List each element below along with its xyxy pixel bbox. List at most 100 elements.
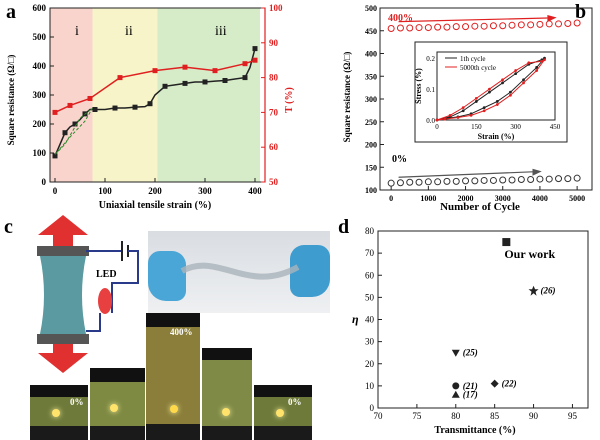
data-point-b (555, 20, 563, 28)
inset-y-tick-label: 0.0 (426, 117, 435, 125)
data-point-a (132, 104, 138, 110)
data-point-b (536, 20, 544, 28)
y-tick-label-b: 400 (365, 50, 377, 59)
inset-x-tick-label: 150 (471, 123, 482, 131)
y-tick-label-b: 200 (365, 141, 377, 150)
film-photo-2 (90, 368, 145, 440)
x-tick-label-d: 95 (568, 411, 578, 421)
data-point-a (67, 102, 73, 108)
y-tick-label-a: 0 (42, 177, 47, 187)
x-tick-label-b: 4000 (532, 194, 548, 203)
y-tick-label-d: 70 (365, 248, 375, 258)
x-tick-label-b: 5000 (569, 194, 585, 203)
y-tick-label-a: 400 (33, 61, 47, 71)
series-a (52, 46, 258, 159)
inset-point (540, 59, 544, 63)
inset-plot-frame (436, 51, 556, 121)
trend-arrow-gray-head (532, 168, 542, 176)
data-point-a (162, 83, 168, 89)
annotation-400: 400% (388, 13, 413, 24)
chart-b: b 0 1000 2000 3000 4000 500010015020025030035… (342, 1, 593, 213)
y2-tick-label-a: 70 (269, 107, 279, 117)
data-point-b (517, 21, 525, 29)
y-tick-label-d: 60 (365, 270, 375, 280)
data-point-b (536, 175, 544, 183)
data-point-b (452, 23, 460, 31)
data-point-a (92, 107, 98, 112)
panel-label-c: c (4, 216, 13, 238)
inset-point (543, 58, 546, 62)
data-point-b (499, 176, 507, 184)
y-tick-label-d: 20 (365, 359, 375, 369)
annotation-0: 0% (392, 154, 407, 165)
data-point-b (406, 24, 414, 32)
region-ii (92, 8, 158, 182)
x-tick-label-d: 75 (412, 411, 422, 421)
data-point-a (182, 64, 188, 70)
wire-bottom (86, 313, 101, 332)
marker-circle (452, 382, 460, 390)
trend-arrow-gray (398, 171, 533, 178)
data-point-a (72, 121, 78, 127)
panel-label-a: a (6, 1, 16, 23)
y2-tick-label-a: 50 (269, 177, 279, 187)
data-point-a (117, 75, 123, 81)
inset-point (509, 93, 512, 97)
axes-a: 0 100 200 300 400 0 100 200 300 400 500 600 50 60 70 80… (33, 3, 284, 196)
inset-point (501, 78, 504, 82)
data-point-a (222, 78, 228, 83)
x-tick-label-a: 400 (248, 186, 262, 196)
data-point-a (242, 75, 248, 81)
strain-regions (50, 8, 260, 182)
y-tick-label-b: 300 (365, 95, 377, 104)
marker-star (528, 285, 539, 296)
film-photo-1: 0% (30, 385, 88, 440)
trend-arrow-red (398, 17, 548, 23)
led-icon (98, 288, 112, 314)
inset-point (474, 96, 478, 100)
y-tick-label-a: 100 (33, 148, 47, 158)
data-point-b (424, 24, 432, 32)
inset-point (522, 81, 525, 85)
inset-point (495, 103, 499, 106)
inset-y-label: Stress (%) (414, 68, 423, 104)
chart-a: a 0 100 200 300 400 0 100 200 300 400 500 600 50 60 70… (6, 1, 295, 210)
strain-label-0-right: 0% (288, 397, 302, 407)
marker-triangle-up (451, 390, 460, 398)
y-tick-label-b: 100 (365, 186, 377, 195)
inset-point (535, 66, 539, 69)
data-point-b (434, 23, 442, 31)
data-point-b (564, 19, 572, 27)
y-tick-label-a: 200 (33, 119, 47, 129)
data-point-b (452, 177, 460, 185)
data-point-b (462, 177, 470, 185)
strain-label-400: 400% (170, 327, 193, 337)
inset-point (535, 69, 539, 72)
inset-y-tick-label: 0.1 (426, 86, 435, 94)
data-point-a (52, 109, 58, 115)
x-tick-label-b: 0 (389, 194, 393, 203)
marker-square (502, 238, 511, 247)
y-tick-label-b: 250 (365, 118, 377, 127)
inset-point (527, 61, 531, 65)
points-d: Our work (26) (25) (22) (21)(17) (451, 238, 556, 400)
stretch-arrow-up-icon (38, 215, 88, 247)
data-point-a (52, 153, 58, 159)
data-point-b (545, 20, 553, 28)
plot-frame-d (377, 230, 589, 409)
data-point-b (406, 178, 414, 186)
x-tick-label-d: 70 (374, 411, 384, 421)
x-axis-label-a: Uniaxial tensile strain (%) (99, 200, 212, 210)
glove-left (148, 251, 186, 301)
y2-tick-label-a: 100 (269, 3, 283, 13)
point-label: Our work (504, 247, 555, 261)
y-tick-label-d: 0 (370, 403, 375, 413)
data-point-b (462, 23, 470, 31)
data-point-b (434, 178, 442, 186)
inset-point (469, 113, 473, 117)
data-point-a (252, 46, 258, 52)
point-label: (25) (463, 348, 478, 358)
inset-point (488, 90, 491, 94)
data-point-b (415, 24, 423, 32)
data-point-b (387, 24, 395, 32)
